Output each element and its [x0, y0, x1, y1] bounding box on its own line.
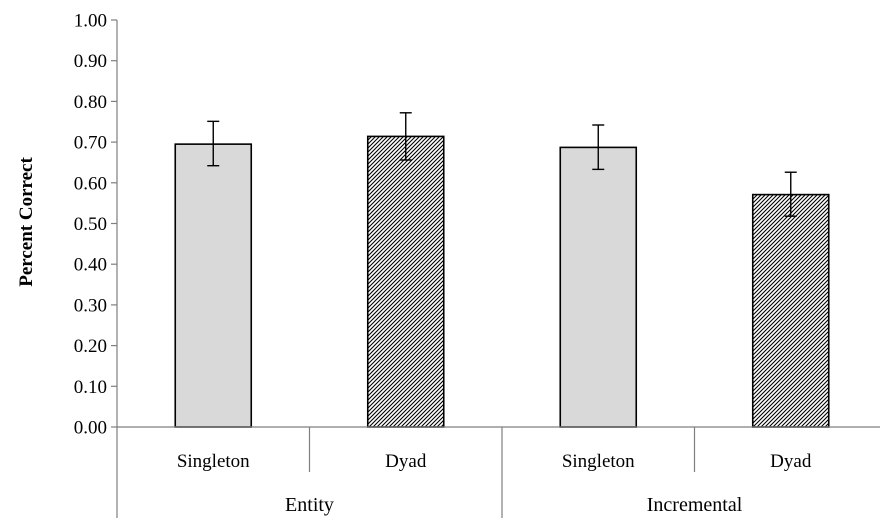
x-group-label: Entity: [285, 494, 334, 516]
bar-incremental-singleton: [559, 146, 638, 428]
bar-incremental-dyad: [751, 193, 830, 428]
y-axis: 0.00 0.10 0.20 0.30 0.40 0.50 0.60 0.70 0.80 0.90…: [74, 11, 118, 439]
x-category-label: Singleton: [177, 451, 250, 472]
y-tick-label: 0.00: [74, 418, 107, 439]
y-tick-label: 0.60: [74, 173, 107, 194]
y-tick-label: 0.80: [74, 92, 107, 113]
y-tick-label: 0.30: [74, 295, 107, 316]
y-tick-label: 0.70: [74, 133, 107, 154]
y-tick-label: 1.00: [74, 11, 107, 32]
y-tick-label: 0.90: [74, 51, 107, 72]
x-group-label: Incremental: [647, 494, 743, 516]
bar-entity-singleton: [174, 143, 253, 428]
x-category-label: Singleton: [562, 451, 635, 472]
bar-entity-dyad: [366, 135, 445, 428]
x-axis: Singleton Dyad Singleton Dyad Entity Incremen…: [116, 426, 880, 518]
y-axis-title: Percent Correct: [16, 157, 37, 287]
y-tick-label: 0.40: [74, 255, 107, 276]
y-tick-label: 0.20: [74, 336, 107, 357]
x-category-label: Dyad: [385, 451, 427, 472]
x-category-label: Dyad: [770, 451, 812, 472]
y-tick-label: 0.10: [74, 377, 107, 398]
y-tick-label: 0.50: [74, 214, 107, 235]
bars: [174, 112, 830, 428]
